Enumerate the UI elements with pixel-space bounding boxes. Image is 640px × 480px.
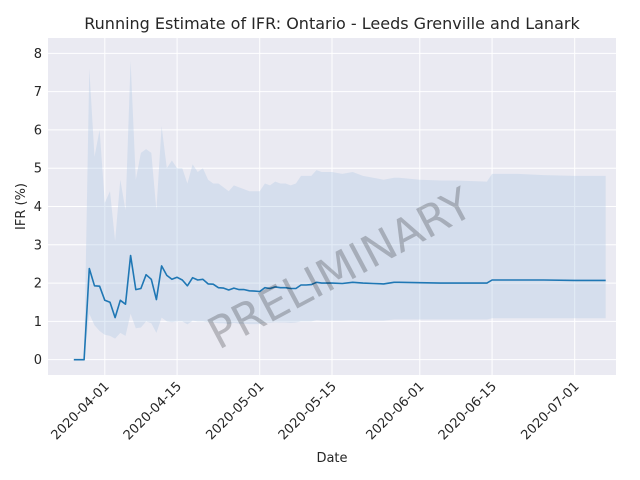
x-tick-label: 2020-07-01 xyxy=(518,379,582,443)
confidence-band xyxy=(73,61,606,360)
x-tick-label: 2020-06-01 xyxy=(364,379,428,443)
y-axis-label: IFR (%) xyxy=(14,183,29,230)
x-tick-label: 2020-06-15 xyxy=(436,379,500,443)
chart-title: Running Estimate of IFR: Ontario - Leeds… xyxy=(84,14,580,33)
x-tick-label: 2020-05-01 xyxy=(204,379,268,443)
y-tick-label: 4 xyxy=(34,200,42,215)
series-layer xyxy=(73,61,606,361)
x-axis-label: Date xyxy=(316,451,347,466)
x-tick-label: 2020-04-15 xyxy=(121,379,185,443)
y-tick-label: 6 xyxy=(34,123,42,138)
y-tick-label: 7 xyxy=(34,85,42,100)
x-tick-label: 2020-05-15 xyxy=(276,379,340,443)
y-tick-label: 3 xyxy=(34,238,42,253)
x-tick-label: 2020-04-01 xyxy=(49,379,113,443)
ifr-estimate-line xyxy=(73,254,606,361)
y-tick-label: 0 xyxy=(34,353,42,368)
y-tick-label: 8 xyxy=(34,47,42,62)
y-tick-label: 2 xyxy=(34,277,42,292)
y-tick-label: 5 xyxy=(34,162,42,177)
y-tick-label: 1 xyxy=(34,315,42,330)
